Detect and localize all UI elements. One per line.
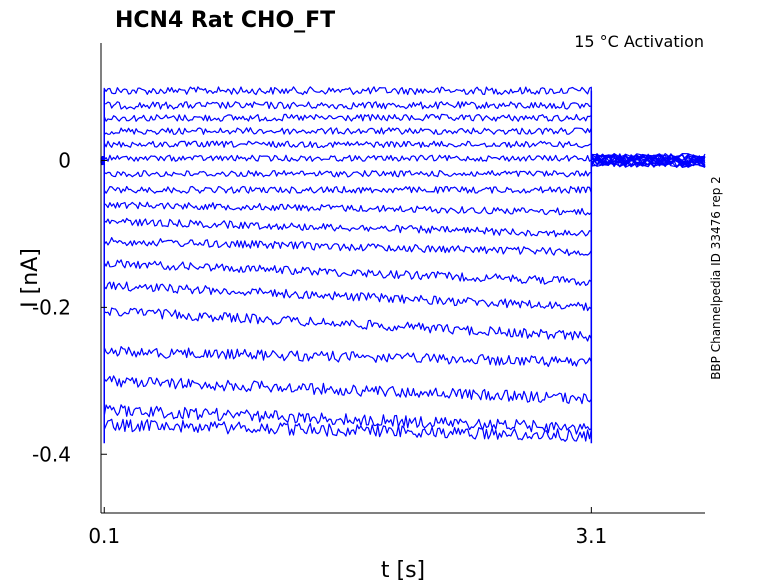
- trace-3: [100, 113, 706, 167]
- trace-6: [100, 153, 706, 167]
- traces: [100, 86, 706, 444]
- trace-1: [100, 86, 706, 168]
- x-axis-label: t [s]: [381, 558, 425, 583]
- trace-10: [100, 153, 706, 238]
- trace-11: [100, 153, 706, 257]
- trace-8: [100, 153, 706, 194]
- trace-7: [100, 153, 706, 178]
- y-ticks: 0 -0.2 -0.4: [32, 149, 107, 466]
- trace-18: [100, 153, 706, 442]
- trace-4: [100, 127, 706, 168]
- trace-14: [100, 153, 706, 342]
- y-tick-label: -0.4: [32, 442, 71, 466]
- x-ticks: 0.1 3.1: [88, 507, 607, 548]
- trace-16: [100, 153, 706, 405]
- trace-9: [100, 153, 706, 216]
- y-tick-label: 0: [58, 149, 71, 173]
- y-tick-label: -0.2: [32, 295, 71, 319]
- x-tick-label: 3.1: [575, 524, 607, 548]
- trace-5: [100, 140, 705, 167]
- chart-annotation: 15 °C Activation: [574, 32, 704, 51]
- trace-17: [100, 153, 706, 435]
- trace-13: [100, 153, 706, 312]
- trace-15: [100, 153, 706, 368]
- y-axis-label: I [nA]: [18, 248, 43, 308]
- chart-title: HCN4 Rat CHO_FT: [115, 8, 335, 33]
- trace-12: [100, 154, 706, 286]
- trace-2: [100, 101, 706, 168]
- x-tick-label: 0.1: [88, 524, 120, 548]
- side-label: BBP Channelpedia ID 33476 rep 2: [709, 176, 723, 380]
